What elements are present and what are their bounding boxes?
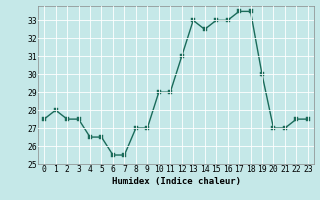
X-axis label: Humidex (Indice chaleur): Humidex (Indice chaleur) bbox=[111, 177, 241, 186]
